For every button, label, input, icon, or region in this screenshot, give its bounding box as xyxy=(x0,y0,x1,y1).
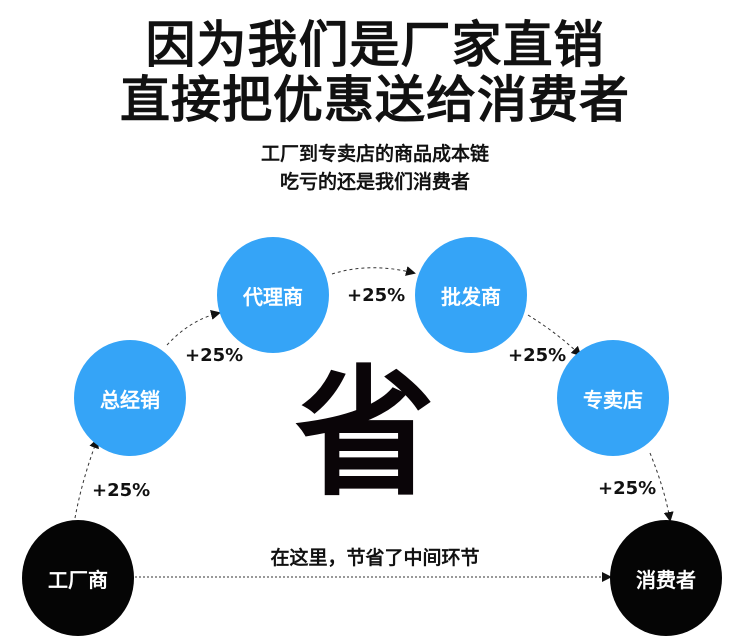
direct-route-label: 在这里，节省了中间环节 xyxy=(270,547,480,569)
markup-label: +25% xyxy=(347,285,406,306)
markup-label: +25% xyxy=(185,345,244,366)
arrow-distributor-to-agent xyxy=(166,310,221,346)
node-store: 专卖店 xyxy=(557,340,669,456)
arrow-agent-to-wholesaler xyxy=(331,266,416,276)
save-character: 省 xyxy=(294,353,435,516)
headline-line-1: 因为我们是厂家直销 xyxy=(145,16,605,74)
arrow-factory-to-distributor xyxy=(74,438,99,519)
arrow-wholesaler-to-store xyxy=(527,314,582,357)
node-consumer: 消费者 xyxy=(610,520,722,636)
node-distributor: 总经销 xyxy=(74,340,186,456)
node-wholesaler: 批发商 xyxy=(415,237,527,353)
markup-label: +25% xyxy=(508,345,567,366)
subtitle-line-2: 吃亏的还是我们消费者 xyxy=(279,171,470,193)
headline-line-2: 直接把优惠送给消费者 xyxy=(120,71,630,129)
markup-label: +25% xyxy=(92,480,151,501)
markup-label: +25% xyxy=(598,478,657,499)
node-factory: 工厂商 xyxy=(22,520,134,636)
subtitle-line-1: 工厂到专卖店的商品成本链 xyxy=(260,143,489,165)
node-agent: 代理商 xyxy=(217,237,329,353)
arrow-store-to-consumer xyxy=(649,452,674,522)
